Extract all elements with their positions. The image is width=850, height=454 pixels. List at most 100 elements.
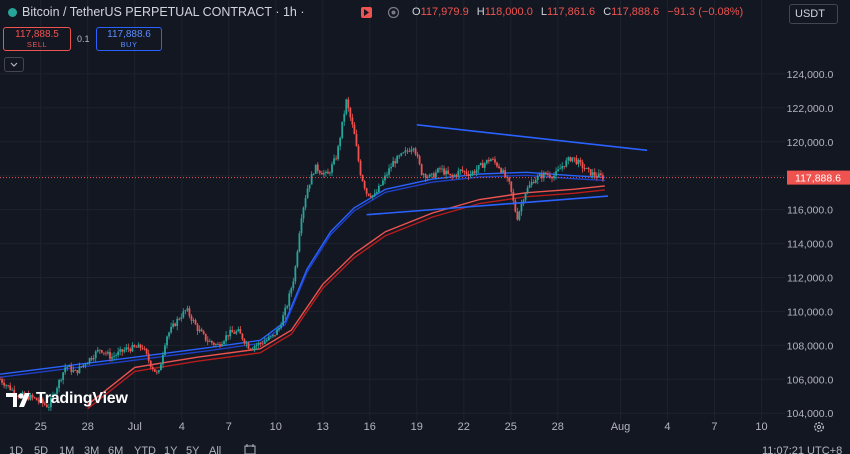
timeframe-1y[interactable]: 1Y xyxy=(164,445,178,454)
x-tick-label: 10 xyxy=(755,421,767,433)
candle-body xyxy=(54,394,56,395)
candle-body xyxy=(498,166,500,169)
sell-button[interactable]: 117,888.5 SELL xyxy=(3,27,71,51)
candle-body xyxy=(105,352,107,354)
candle-body xyxy=(355,134,358,147)
chevron-down-icon xyxy=(10,62,18,67)
x-tick-label: 4 xyxy=(179,421,185,433)
candle-body xyxy=(371,195,374,198)
candle-body xyxy=(286,306,289,308)
candle-body xyxy=(428,174,431,177)
candle-body xyxy=(239,329,242,334)
candle-body xyxy=(306,188,309,199)
high-value: 118,000.0 xyxy=(484,6,533,18)
candle-body xyxy=(587,167,590,170)
candle-body xyxy=(90,358,93,360)
candle-body xyxy=(194,320,197,325)
timeframe-3m[interactable]: 3M xyxy=(84,445,100,454)
candle-body xyxy=(410,149,413,152)
x-tick-label: 28 xyxy=(552,421,564,433)
candle-body xyxy=(310,174,313,185)
candle-body xyxy=(412,148,415,150)
candle-body xyxy=(231,330,234,333)
timeframe-1m[interactable]: 1M xyxy=(59,445,75,454)
candle-body xyxy=(141,347,144,349)
candle-body xyxy=(196,324,199,331)
candle-body xyxy=(17,396,20,397)
candle-body xyxy=(153,369,156,372)
candle-body xyxy=(119,349,122,352)
candle-body xyxy=(396,155,399,164)
high-label: H xyxy=(476,6,485,18)
utc-clock[interactable]: 11:07:21 UTC+8 xyxy=(762,445,843,454)
eye-icon[interactable] xyxy=(387,6,400,19)
candle-body xyxy=(70,365,73,372)
candle-body xyxy=(294,266,297,282)
candle-body xyxy=(192,320,195,321)
candle-body xyxy=(514,200,517,212)
ma-red xyxy=(87,185,605,410)
flag-icon[interactable] xyxy=(361,7,372,18)
candle-body xyxy=(471,171,474,175)
candle-body xyxy=(11,389,14,391)
candle-body xyxy=(198,329,201,331)
candle-body xyxy=(82,364,85,367)
candle-body xyxy=(113,355,115,357)
candle-body xyxy=(579,159,582,163)
candle-body xyxy=(155,371,158,373)
gear-icon[interactable] xyxy=(813,421,825,433)
candle-body xyxy=(331,164,333,173)
candle-body xyxy=(184,310,187,312)
candle-body xyxy=(174,323,177,327)
candle-body xyxy=(565,160,568,167)
candle-body xyxy=(212,342,215,345)
candle-body xyxy=(72,370,75,372)
candle-body xyxy=(347,99,350,109)
y-tick-label: 116,000.0 xyxy=(787,205,833,217)
sell-label: SELL xyxy=(26,40,48,49)
candle-body xyxy=(591,172,594,176)
candle-body xyxy=(37,400,40,402)
candle-body xyxy=(182,311,185,318)
candle-body xyxy=(76,370,79,374)
collapse-legend-button[interactable] xyxy=(4,57,24,72)
buy-button[interactable]: 117,888.6 BUY xyxy=(96,27,162,51)
candle-body xyxy=(92,358,95,360)
timeframe-all[interactable]: All xyxy=(209,445,222,454)
candle-body xyxy=(426,176,429,178)
timeframe-5y[interactable]: 5Y xyxy=(186,445,200,454)
candle-body xyxy=(278,327,280,330)
candle-body xyxy=(263,341,266,344)
candle-body xyxy=(9,385,12,391)
ma-line xyxy=(0,171,605,375)
candle-body xyxy=(172,323,175,327)
candle-body xyxy=(50,397,52,408)
timeframe-1d[interactable]: 1D xyxy=(9,445,24,454)
timeframe-6m[interactable]: 6M xyxy=(108,445,124,454)
tradingview-logo-icon[interactable] xyxy=(6,390,34,410)
spread-value: 0.1 xyxy=(77,34,90,44)
triangle-trendline xyxy=(366,195,609,216)
candle-body xyxy=(461,169,464,172)
candle-body xyxy=(418,156,421,165)
timeframe-5d[interactable]: 5D xyxy=(34,445,49,454)
symbol-title[interactable]: Bitcoin / TetherUS PERPETUAL CONTRACT · … xyxy=(22,5,305,19)
candle-body xyxy=(329,172,331,174)
candle-body xyxy=(382,180,384,186)
candle-body xyxy=(66,366,69,368)
candle-body xyxy=(147,353,150,361)
candle-body xyxy=(534,180,537,184)
x-tick-label: 7 xyxy=(711,421,717,433)
trendlines xyxy=(366,124,648,216)
calendar-icon[interactable] xyxy=(244,444,256,454)
candle-body xyxy=(302,207,305,219)
candle-body xyxy=(170,326,173,333)
timeframe-ytd[interactable]: YTD xyxy=(134,445,156,454)
candle-body xyxy=(337,146,340,160)
candle-body xyxy=(96,349,99,352)
candle-body xyxy=(420,164,423,175)
candle-body xyxy=(547,174,549,176)
candle-body xyxy=(549,174,551,178)
currency-selector[interactable]: USDT xyxy=(789,4,838,24)
